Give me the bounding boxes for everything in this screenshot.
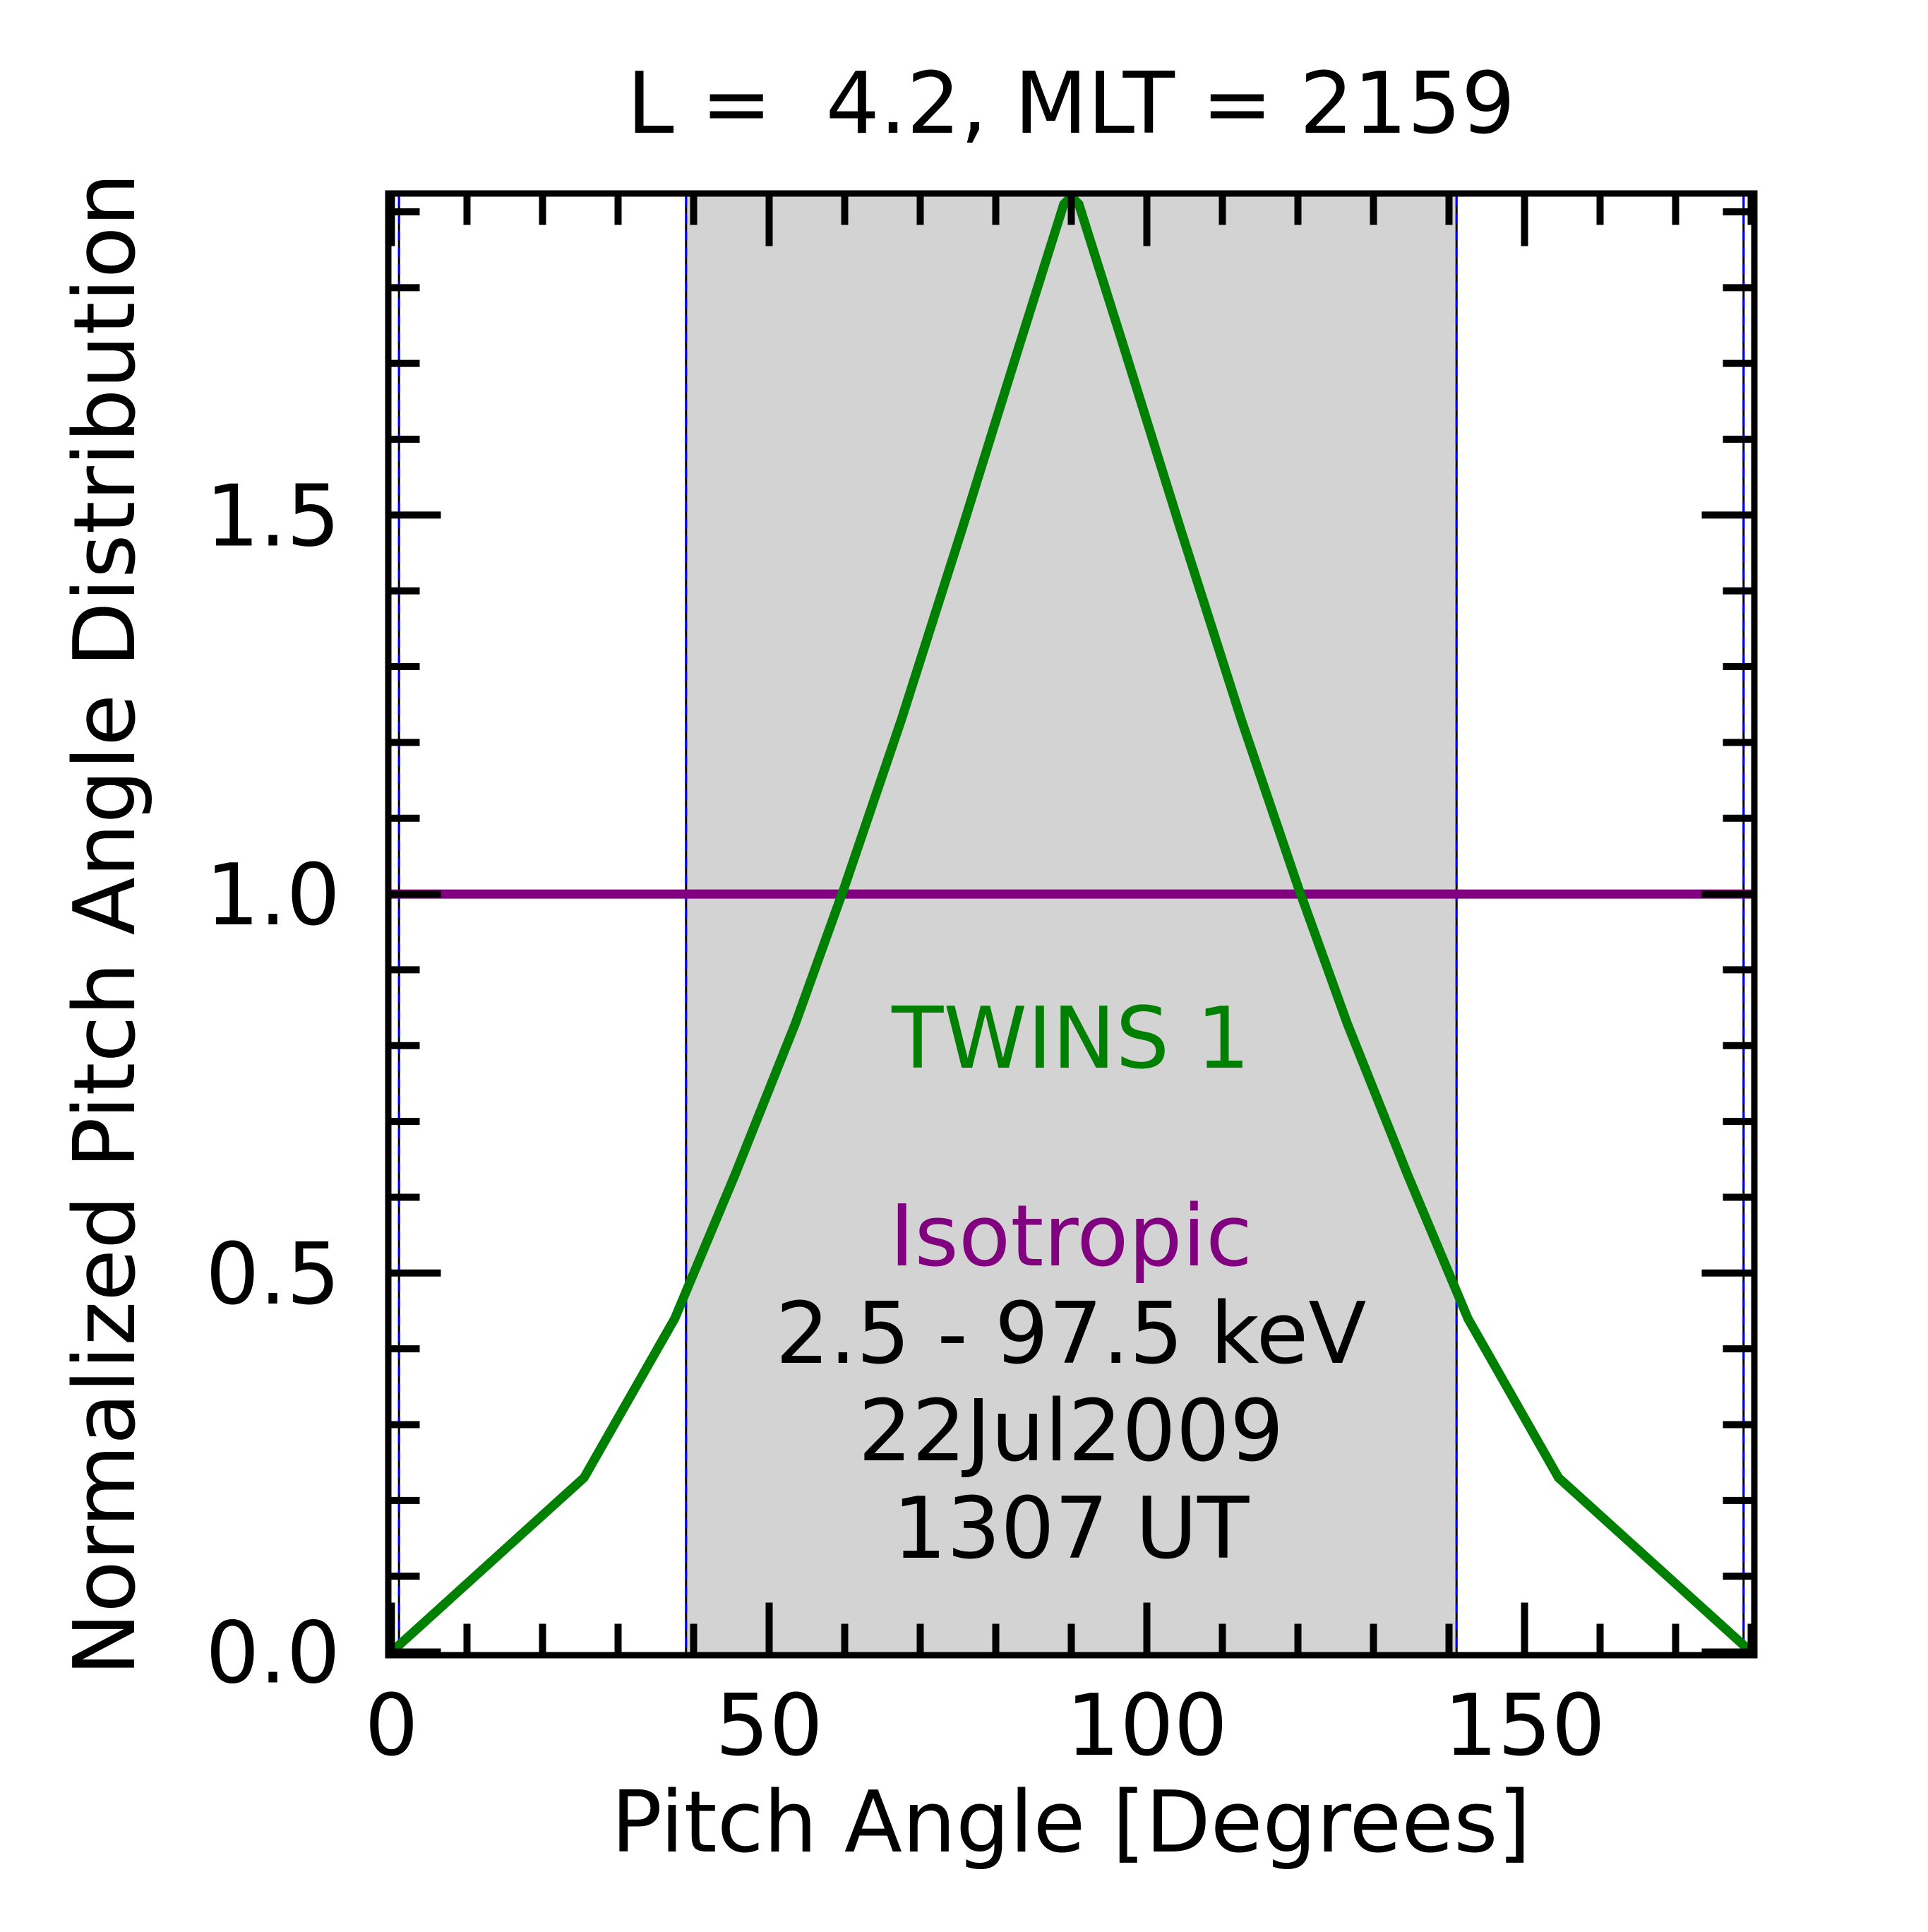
y-tick-label: 0.5 [205,1226,340,1324]
x-tick-label: 50 [715,1677,823,1775]
y-tick-label: 1.5 [205,467,340,566]
x-axis-label: Pitch Angle [Degrees] [611,1774,1531,1872]
time-label: 1307 UT [893,1480,1250,1578]
energy-range-label: 2.5 - 97.5 keV [776,1285,1367,1383]
y-tick-label: 1.0 [205,847,340,945]
x-tick-label: 100 [1066,1677,1228,1775]
plot-frame [385,190,1758,1659]
y-axis-label: Normalized Pitch Angle Distribution [56,173,155,1676]
chart-title: L = 4.2, MLT = 2159 [627,55,1515,153]
date-label: 22Jul2009 [858,1383,1284,1481]
isotropic-label: Isotropic [890,1188,1252,1286]
x-tick-label: 150 [1444,1677,1605,1775]
twins-1-label: TWINS 1 [891,990,1250,1088]
x-tick-label: 0 [364,1677,418,1775]
shaded-region [685,196,1457,1652]
y-tick-label: 0.0 [205,1605,340,1703]
